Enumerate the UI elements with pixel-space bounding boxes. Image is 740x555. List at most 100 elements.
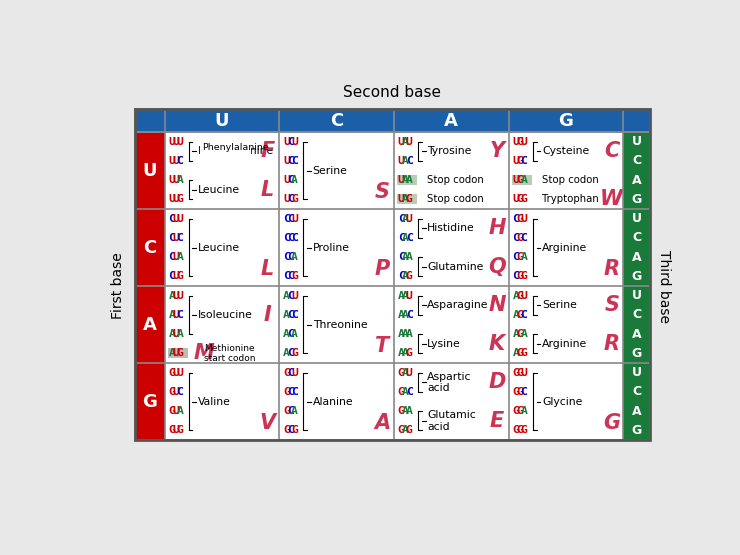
Text: G: G — [291, 349, 298, 359]
Text: H: H — [488, 218, 506, 238]
Text: C: C — [287, 175, 294, 185]
Text: U: U — [176, 291, 184, 301]
Text: C: C — [287, 367, 294, 377]
Text: A: A — [402, 233, 408, 243]
Bar — [623, 402, 650, 421]
Text: A: A — [291, 252, 298, 262]
Text: C: C — [398, 271, 405, 281]
Bar — [201, 138, 251, 165]
Text: K: K — [489, 334, 505, 354]
Text: A: A — [398, 329, 405, 339]
Text: A: A — [176, 329, 184, 339]
Bar — [135, 109, 164, 132]
Text: A: A — [406, 175, 413, 185]
Text: Serine: Serine — [542, 300, 577, 310]
Text: U: U — [172, 137, 179, 147]
Bar — [279, 109, 394, 132]
Text: G: G — [517, 367, 523, 377]
Text: U: U — [631, 366, 642, 379]
Text: T: T — [375, 336, 389, 356]
Text: C: C — [520, 387, 528, 397]
Text: A: A — [445, 112, 458, 129]
Text: U: U — [172, 426, 179, 436]
Text: A: A — [632, 405, 642, 418]
Text: F: F — [260, 142, 275, 162]
Text: A: A — [402, 194, 408, 204]
Text: U: U — [283, 175, 290, 185]
Text: U: U — [172, 329, 179, 339]
Text: G: G — [406, 271, 413, 281]
Text: A: A — [283, 291, 290, 301]
Text: C: C — [513, 252, 519, 262]
Text: C: C — [291, 310, 298, 320]
Text: A: A — [169, 329, 175, 339]
Text: A: A — [176, 175, 184, 185]
Text: U: U — [520, 137, 528, 147]
Text: G: G — [291, 194, 298, 204]
Bar — [394, 132, 508, 209]
Text: Threonine: Threonine — [312, 320, 367, 330]
Text: A: A — [398, 310, 405, 320]
Text: U: U — [513, 194, 519, 204]
Text: G: G — [169, 387, 175, 397]
Text: U: U — [513, 156, 519, 166]
Text: A: A — [513, 349, 519, 359]
Text: U: U — [172, 214, 179, 224]
Text: A: A — [169, 310, 175, 320]
Text: C: C — [513, 271, 519, 281]
Text: A: A — [283, 349, 290, 359]
Text: C: C — [398, 214, 405, 224]
Text: G: G — [176, 426, 184, 436]
Text: Phenylalanine: Phenylalanine — [202, 143, 269, 152]
Text: U: U — [631, 212, 642, 225]
Text: Arginine: Arginine — [542, 339, 588, 349]
Text: G: G — [517, 426, 523, 436]
Text: R: R — [604, 334, 620, 354]
Text: Methionine
start codon: Methionine start codon — [204, 344, 255, 363]
Text: G: G — [517, 329, 523, 339]
Text: A: A — [402, 271, 408, 281]
Text: U: U — [176, 214, 184, 224]
Text: C: C — [287, 233, 294, 243]
Text: G: G — [520, 194, 528, 204]
Text: A: A — [291, 175, 298, 185]
Text: Alanine: Alanine — [312, 397, 353, 407]
Text: A: A — [374, 413, 391, 433]
Bar — [623, 209, 650, 228]
Text: A: A — [402, 252, 408, 262]
Text: U: U — [172, 291, 179, 301]
Text: W: W — [600, 189, 623, 209]
Text: A: A — [632, 251, 642, 264]
Text: Histidine: Histidine — [427, 223, 475, 233]
Bar — [135, 132, 164, 209]
Text: C: C — [169, 233, 175, 243]
Text: Leucine: Leucine — [198, 243, 240, 253]
Text: U: U — [520, 367, 528, 377]
Text: U: U — [283, 156, 290, 166]
Text: S: S — [375, 182, 390, 202]
Bar — [623, 109, 650, 132]
Bar — [164, 363, 279, 440]
Text: U: U — [283, 137, 290, 147]
Text: A: A — [402, 426, 408, 436]
Text: U: U — [513, 175, 519, 185]
Text: A: A — [632, 327, 642, 341]
Text: U: U — [291, 367, 298, 377]
Bar — [164, 109, 279, 132]
Text: G: G — [517, 137, 523, 147]
Text: G: G — [520, 426, 528, 436]
Text: C: C — [520, 233, 528, 243]
Text: A: A — [169, 349, 175, 359]
Text: A: A — [283, 310, 290, 320]
Text: G: G — [513, 367, 519, 377]
Text: P: P — [374, 259, 390, 279]
Bar — [623, 170, 650, 190]
Text: G: G — [517, 156, 523, 166]
Text: U: U — [172, 367, 179, 377]
Text: U: U — [631, 289, 642, 302]
Text: A: A — [402, 329, 408, 339]
Text: C: C — [632, 231, 641, 244]
Text: U: U — [520, 291, 528, 301]
Text: C: C — [287, 387, 294, 397]
Text: U: U — [406, 367, 413, 377]
